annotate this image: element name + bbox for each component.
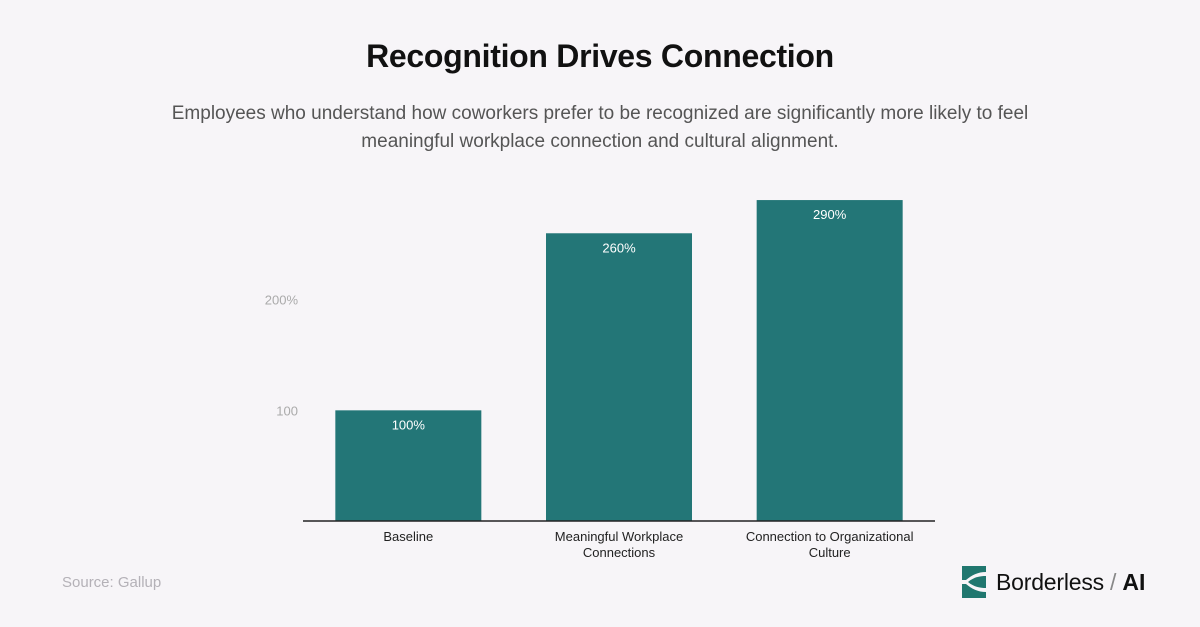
y-tick-label: 100 — [276, 403, 298, 418]
brand-logo[interactable]: Borderless / AI — [962, 566, 1145, 598]
bar — [335, 410, 482, 521]
brand-separator: / — [1109, 568, 1117, 595]
x-tick-label: Meaningful Workplace — [555, 529, 683, 544]
x-tick-label: Baseline — [383, 529, 433, 544]
chart-subtitle: Employees who understand how coworkers p… — [171, 103, 1029, 152]
x-tick-label: Connection to Organizational — [746, 529, 914, 544]
bar-value-label: 290% — [813, 207, 847, 222]
brand-suffix: AI — [1122, 568, 1146, 595]
bar-value-label: 100% — [392, 417, 426, 432]
bar-value-label: 260% — [602, 240, 636, 255]
bar — [756, 200, 903, 522]
y-tick-label: 200% — [265, 293, 299, 308]
source-note: Source: Gallup — [62, 574, 162, 591]
x-tick-label: Connections — [583, 545, 656, 560]
borderless-logo-icon — [962, 566, 986, 598]
brand-name: Borderless — [996, 568, 1104, 595]
x-tick-label: Culture — [809, 545, 851, 560]
chart-title: Recognition Drives Connection — [366, 38, 834, 74]
bar — [546, 233, 692, 521]
